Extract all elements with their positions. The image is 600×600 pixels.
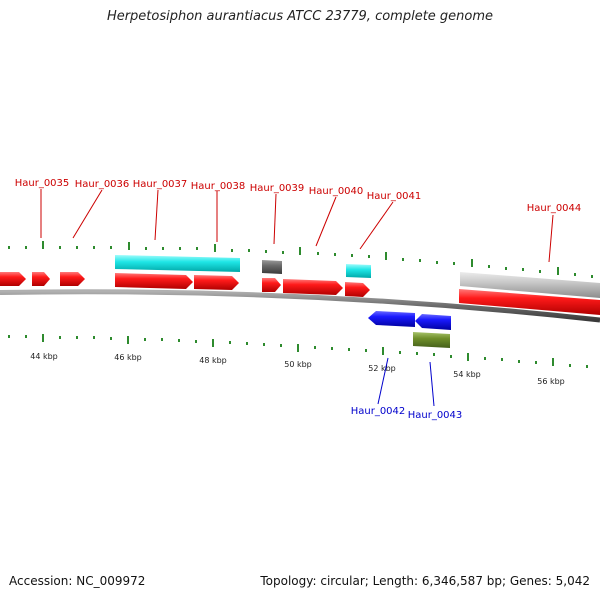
forward-gene-bar-haur-0044[interactable]: [459, 289, 600, 315]
forward-gene-arrow-haur-0038[interactable]: [194, 275, 239, 290]
gene-label-haur-0037[interactable]: Haur_0037: [133, 179, 188, 190]
gene-label-haur-0040[interactable]: Haur_0040: [309, 186, 364, 197]
gene-label-haur-0043[interactable]: Haur_0043: [408, 410, 463, 421]
outer-ticks: [8, 241, 593, 278]
kbp-label-52: 52 kbp: [368, 364, 396, 373]
genome-stats-label: Topology: circular; Length: 6,346,587 bp…: [260, 574, 590, 588]
genome-backbone: [0, 289, 600, 323]
olive-feature-block[interactable]: [413, 332, 450, 348]
gene-leader-lines-top: [40, 189, 554, 263]
forward-gene-arrow-haur-0040[interactable]: [283, 279, 343, 295]
forward-gene-arrow[interactable]: [60, 272, 85, 286]
gene-label-haur-0038[interactable]: Haur_0038: [191, 181, 246, 192]
gene-label-haur-0042[interactable]: Haur_0042: [351, 406, 406, 417]
kbp-label-50: 50 kbp: [284, 360, 312, 369]
gray-feature-block[interactable]: [262, 260, 282, 274]
genome-title: Herpetosiphon aurantiacus ATCC 23779, co…: [106, 9, 494, 24]
gene-label-haur-0036[interactable]: Haur_0036: [75, 179, 130, 190]
reverse-gene-arrow-haur-0043[interactable]: [415, 314, 451, 330]
forward-gene-arrow[interactable]: [0, 272, 26, 286]
gene-leader-lines-bottom: [377, 357, 435, 407]
kbp-label-46: 46 kbp: [114, 353, 142, 362]
gene-label-haur-0041[interactable]: Haur_0041: [367, 191, 422, 202]
inner-ticks: [8, 334, 588, 368]
cyan-feature-small[interactable]: [346, 264, 371, 278]
reverse-gene-track: [368, 311, 451, 330]
gene-label-haur-0044[interactable]: Haur_0044: [527, 203, 582, 214]
forward-gene-arrow[interactable]: [32, 272, 50, 286]
reverse-gene-arrow-haur-0042[interactable]: [368, 311, 415, 327]
light-gray-feature-bar[interactable]: [460, 272, 600, 298]
gene-label-haur-0035[interactable]: Haur_0035: [15, 178, 70, 189]
cyan-feature-bar[interactable]: [115, 255, 240, 272]
feature-track-upper: [115, 255, 600, 298]
kbp-label-48: 48 kbp: [199, 356, 227, 365]
accession-label: Accession: NC_009972: [9, 574, 146, 588]
kbp-label-44: 44 kbp: [30, 352, 58, 361]
kbp-label-56: 56 kbp: [537, 377, 565, 386]
forward-gene-arrow-haur-0037[interactable]: [115, 273, 193, 289]
forward-gene-track: [0, 272, 600, 315]
forward-gene-arrow-haur-0041[interactable]: [345, 282, 370, 297]
forward-gene-arrow-haur-0039[interactable]: [262, 278, 281, 292]
kbp-label-54: 54 kbp: [453, 370, 481, 379]
gene-label-haur-0039[interactable]: Haur_0039: [250, 183, 305, 194]
